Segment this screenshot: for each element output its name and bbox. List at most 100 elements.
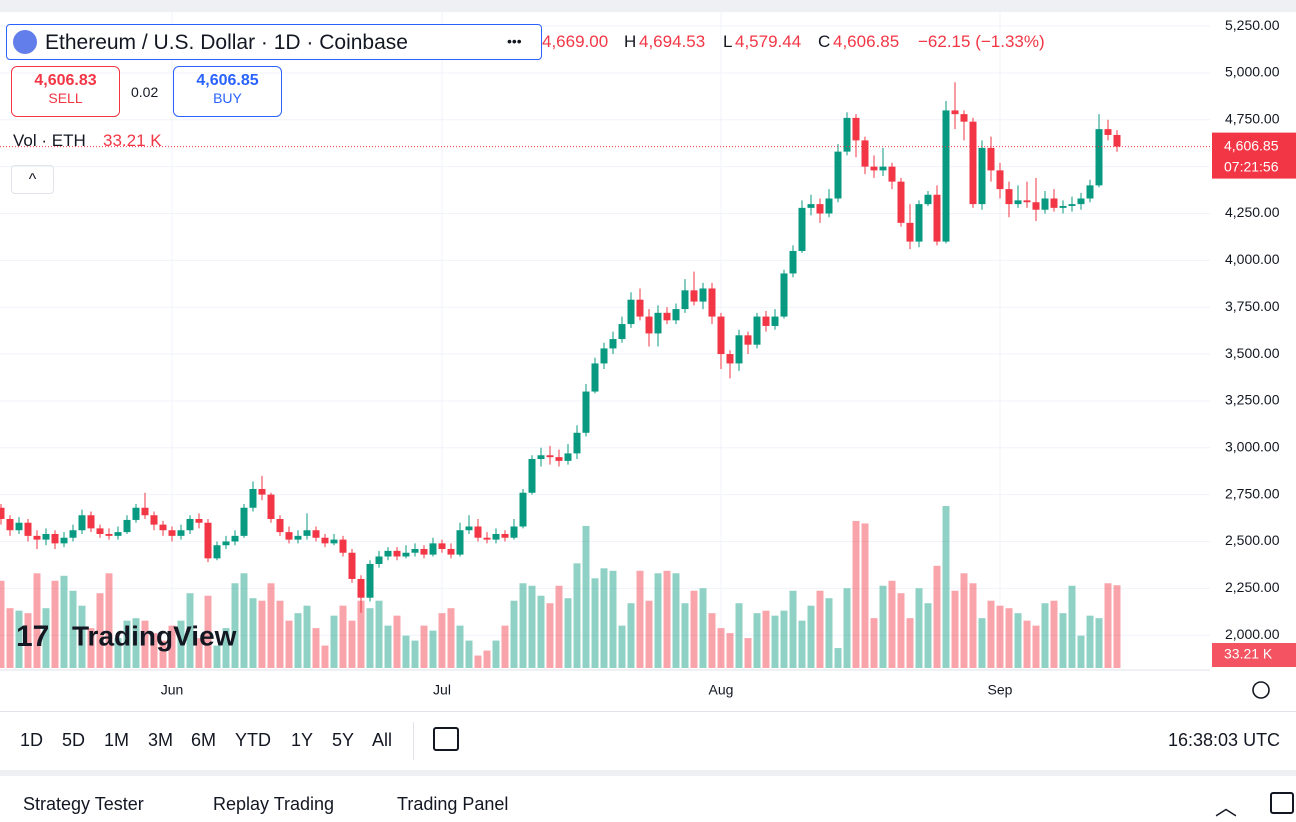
candle-body [699, 288, 707, 302]
candle-body [78, 515, 86, 531]
candle-body [690, 290, 698, 302]
candle-body [1113, 134, 1121, 147]
candle-body [474, 526, 482, 538]
candle-body [258, 489, 266, 495]
buy-button[interactable]: 4,606.85 BUY [173, 66, 282, 117]
volume-bar [114, 638, 122, 668]
candle-body [888, 166, 896, 182]
x-tick-label: Jun [161, 682, 184, 698]
y-tick-label: 2,250.00 [1225, 579, 1280, 595]
range-button[interactable]: 1Y [291, 730, 314, 750]
volume-bar [951, 590, 959, 668]
volume-bar [285, 620, 293, 668]
sell-button[interactable]: 4,606.83 SELL [11, 66, 120, 117]
candle-body [717, 316, 725, 355]
legend-low: 4,579.44 [735, 32, 802, 51]
legend-c-key: C [818, 32, 831, 51]
candle-body [771, 316, 779, 326]
candle-body [132, 507, 140, 520]
volume-bar [357, 600, 365, 668]
candle-body [564, 453, 572, 461]
volume-bar [1086, 615, 1094, 668]
y-tick-label: 2,750.00 [1225, 485, 1280, 501]
settings-icon[interactable] [1252, 681, 1270, 699]
volume-bar [600, 568, 608, 668]
volume-bar [231, 583, 239, 668]
more-icon[interactable]: ••• [507, 33, 522, 49]
range-button[interactable]: 1M [104, 730, 130, 750]
volume-bar [1050, 600, 1058, 668]
volume-bar [654, 573, 662, 668]
volume-bar [1077, 635, 1085, 668]
candle-body [15, 522, 23, 531]
candle-body [708, 288, 716, 317]
volume-bar [879, 585, 887, 668]
range-button[interactable]: 3M [148, 730, 174, 750]
volume-bar [636, 570, 644, 668]
volume-bar [474, 655, 482, 668]
volume-bar [537, 595, 545, 668]
volume-bar [60, 575, 68, 668]
volume-bar [825, 598, 833, 668]
bottom-tab[interactable]: Replay Trading [213, 794, 335, 814]
candle-body [870, 166, 878, 171]
candle-body [915, 204, 923, 242]
candle-body [906, 222, 914, 242]
volume-bar [438, 613, 446, 668]
candle-body [114, 532, 122, 536]
expand-icon[interactable]: ︿ [1215, 795, 1238, 820]
volume-bar [1041, 603, 1049, 668]
volume-bar [906, 618, 914, 668]
date-range-icon[interactable] [433, 727, 459, 751]
volume-bar [762, 610, 770, 668]
separator [413, 722, 414, 760]
bottom-tab[interactable]: Trading Panel [397, 794, 509, 814]
candle-body [726, 354, 734, 364]
volume-bar [366, 608, 374, 668]
volume-bar [888, 580, 896, 668]
range-button[interactable]: All [372, 730, 393, 750]
candle-body [231, 535, 239, 542]
legend-open: 4,669.00 [542, 32, 609, 51]
logo-mark: 17 [16, 620, 49, 653]
collapse-button[interactable]: ^ [11, 165, 54, 194]
candle-body [942, 110, 950, 242]
spread: 0.02 [131, 84, 159, 100]
candle-body [681, 290, 689, 310]
volume-bar [492, 640, 500, 668]
volume-bar [105, 573, 113, 668]
volume-bar [132, 618, 140, 668]
volume-bar [564, 598, 572, 668]
range-button[interactable]: YTD [235, 730, 271, 750]
range-button[interactable]: 5Y [332, 730, 355, 750]
volume-bar [312, 628, 320, 668]
candle-body [1077, 198, 1085, 205]
candle-body [429, 543, 437, 555]
candle-body [168, 530, 176, 536]
candle-body [42, 533, 50, 540]
candle-body [366, 563, 374, 598]
candle-body [6, 518, 14, 531]
volume-bar [1014, 613, 1022, 668]
range-button[interactable]: 1D [20, 730, 44, 750]
volume-bar [771, 615, 779, 668]
bottom-tab[interactable]: Strategy Tester [23, 794, 144, 814]
maximize-icon[interactable] [1270, 792, 1294, 814]
volume-bar [924, 603, 932, 668]
candle-body [609, 339, 617, 349]
legend-high: 4,694.53 [639, 32, 706, 51]
volume-bar [996, 605, 1004, 668]
candle-body [321, 537, 329, 544]
volume-bar [591, 578, 599, 668]
volume-bar [42, 608, 50, 668]
candle-body [240, 507, 248, 536]
volume-bar [969, 583, 977, 668]
last-volume-label: 33.21 K [1224, 646, 1273, 662]
volume-bar [978, 618, 986, 668]
candle-body [546, 455, 554, 458]
range-button[interactable]: 6M [191, 730, 217, 750]
range-button[interactable]: 5D [62, 730, 86, 750]
symbol-box[interactable]: Ethereum / U.S. Dollar · 1D · Coinbase •… [6, 24, 542, 60]
y-tick-label: 3,750.00 [1225, 298, 1280, 314]
